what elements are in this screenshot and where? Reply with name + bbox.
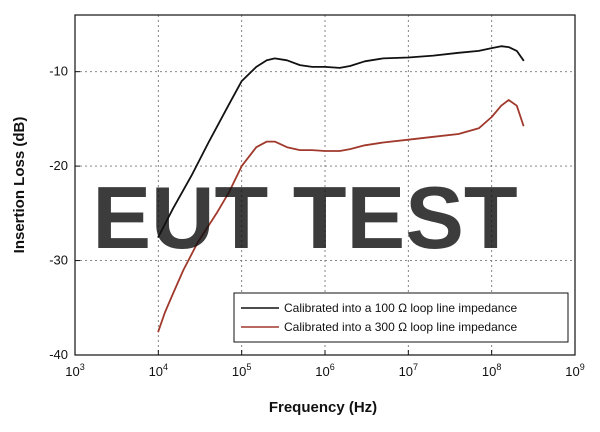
x-tick-label: 108 <box>482 362 501 379</box>
x-tick-label: 105 <box>232 362 251 379</box>
series-line-300-ohm <box>157 99 525 333</box>
axis-ticks: 103 104 105 106 107 108 109 -10 -20 -30 -40 <box>49 64 585 379</box>
legend: Calibrated into a 100 Ω loop line impeda… <box>233 292 569 343</box>
y-tick-label: -30 <box>49 253 68 268</box>
watermark-text: EUT TEST <box>92 168 517 267</box>
x-axis-title: Frequency (Hz) <box>269 399 377 416</box>
x-tick-label: 107 <box>399 362 418 379</box>
y-tick-label: -10 <box>49 64 68 79</box>
legend-label-100-ohm: Calibrated into a 100 Ω loop line impeda… <box>284 301 517 315</box>
grid <box>75 15 575 355</box>
series-line-100-ohm <box>157 45 525 238</box>
y-tick-label: -40 <box>49 347 68 362</box>
x-tick-label: 106 <box>315 362 334 379</box>
legend-box <box>233 292 569 343</box>
legend-label-300-ohm: Calibrated into a 300 Ω loop line impeda… <box>284 320 517 334</box>
x-tick-label: 109 <box>565 362 584 379</box>
x-tick-label: 104 <box>149 362 168 379</box>
y-tick-label: -20 <box>49 158 68 173</box>
y-axis-title: Insertion Loss (dB) <box>11 117 28 254</box>
series-layer <box>157 45 525 333</box>
x-tick-label: 103 <box>65 362 84 379</box>
